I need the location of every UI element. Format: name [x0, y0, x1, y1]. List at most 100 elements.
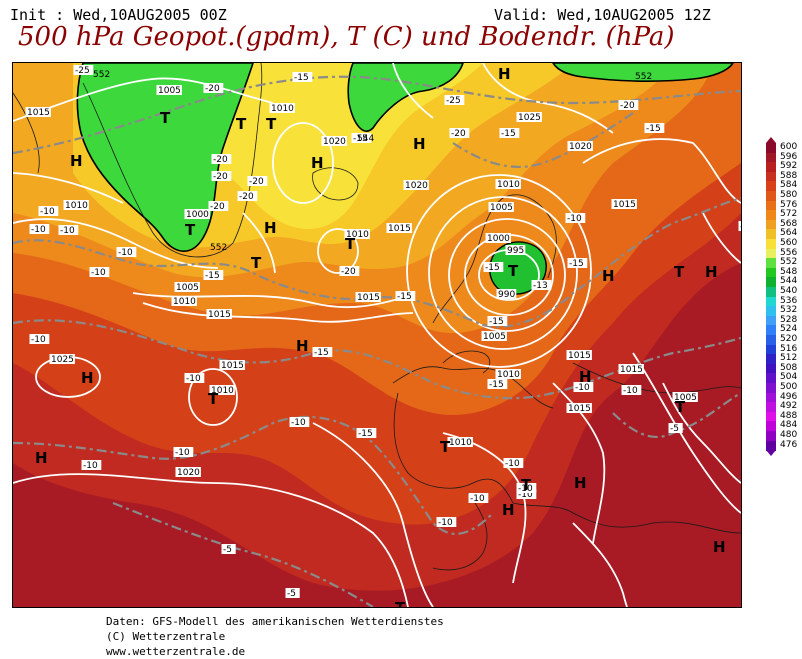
- isotherm-label: -20: [211, 171, 232, 182]
- high-pressure-marker: H: [579, 368, 592, 386]
- temperature-labels: -25 -20 -15 -25 -20 -15 -20 -15 -20 -20 -20 -20 -15 -…: [29, 65, 741, 599]
- legend-value: 484: [780, 420, 798, 431]
- isotherm-label: -15: [312, 347, 333, 358]
- svg-text:544: 544: [357, 134, 374, 144]
- isotherm-label: -15: [395, 291, 416, 302]
- legend-value: 560: [780, 238, 798, 248]
- legend-value: 520: [780, 334, 798, 344]
- svg-text:-10: -10: [118, 248, 133, 258]
- isobar-label: 1010: [209, 385, 235, 396]
- legend-swatch: [766, 354, 776, 365]
- svg-text:1005: 1005: [490, 203, 513, 213]
- isotherm-label: -10: [29, 334, 50, 345]
- geopotential-label: 552: [93, 70, 110, 80]
- legend-value: 508: [780, 362, 798, 373]
- legend-value: 584: [780, 180, 798, 191]
- legend-swatch: [766, 229, 776, 240]
- legend-value: 524: [780, 324, 798, 335]
- high-pressure-marker: H: [713, 538, 726, 556]
- legend-swatch: [766, 277, 776, 288]
- svg-text:552: 552: [635, 72, 652, 82]
- legend-value: 532: [780, 305, 798, 316]
- init-time: Init : Wed,10AUG2005 00Z: [10, 6, 227, 24]
- svg-text:1020: 1020: [405, 181, 428, 191]
- legend-swatch: [766, 143, 776, 154]
- low-pressure-marker: T: [160, 109, 171, 127]
- legend-value: 544: [780, 276, 798, 287]
- legend-top-arrow: [766, 137, 776, 143]
- isotherm-label: -10: [516, 489, 537, 500]
- isotherm-label: -5: [285, 588, 300, 599]
- legend-value: 572: [780, 209, 798, 220]
- legend-swatch: [766, 344, 776, 355]
- isotherm-label: -10: [573, 382, 594, 393]
- svg-text:-15: -15: [569, 259, 584, 269]
- legend-value: 596: [780, 151, 798, 162]
- legend-value: 536: [780, 295, 798, 306]
- field-552-northeast: [552, 63, 734, 82]
- isotherm-label: -20: [208, 201, 229, 212]
- isotherm-label: -15: [499, 128, 520, 139]
- high-pressure-marker: H: [35, 449, 48, 467]
- low-pressure-marker: T: [395, 599, 406, 607]
- legend-value: 600: [780, 142, 798, 152]
- isobar-label: 1015: [206, 309, 232, 320]
- svg-text:1015: 1015: [208, 310, 231, 320]
- svg-text:552: 552: [210, 243, 227, 253]
- isotherm-label: -15: [644, 123, 665, 134]
- isotherm-label: -10: [738, 221, 741, 232]
- isotherm-label: -10: [38, 206, 59, 217]
- svg-text:-10: -10: [740, 222, 741, 232]
- legend-bottom-arrow: [766, 450, 776, 457]
- svg-text:1015: 1015: [620, 365, 643, 375]
- pressure-labels: 1005 1010 1015 1020 1025 1020 1020 1010 1005 1000…: [25, 85, 698, 478]
- isotherm-label: -10: [503, 458, 524, 469]
- svg-text:1015: 1015: [613, 200, 636, 210]
- low-pressure-marker: T: [266, 115, 277, 133]
- svg-text:1005: 1005: [483, 332, 506, 342]
- website-link[interactable]: www.wetterzentrale.de: [106, 645, 246, 658]
- legend-value: 500: [780, 382, 798, 392]
- svg-text:-15: -15: [489, 317, 504, 327]
- svg-text:1000: 1000: [186, 210, 209, 220]
- legend-swatch: [766, 325, 776, 336]
- isotherm-label: -10: [621, 385, 642, 396]
- svg-text:1010: 1010: [497, 180, 520, 190]
- svg-text:-20: -20: [249, 177, 264, 187]
- svg-text:-13: -13: [533, 281, 548, 291]
- isotherm-label: -25: [444, 95, 465, 106]
- legend-swatch: [766, 258, 776, 269]
- low-pressure-marker: T: [440, 438, 451, 456]
- high-pressure-marker: H: [264, 219, 277, 237]
- svg-text:-10: -10: [31, 225, 46, 235]
- svg-text:1015: 1015: [27, 108, 50, 118]
- svg-text:-5: -5: [287, 589, 296, 599]
- legend-value: 588: [780, 170, 798, 181]
- map-canvas: 1005 1010 1015 1020 1025 1020 1020 1010 1005 1000…: [13, 63, 741, 607]
- legend-swatch: [766, 287, 776, 298]
- high-pressure-marker: H: [602, 267, 615, 285]
- low-pressure-marker: T: [675, 398, 686, 416]
- low-pressure-marker: T: [674, 263, 685, 281]
- isotherm-label: -20: [339, 266, 360, 277]
- isobar-label: 990: [496, 289, 517, 300]
- weather-map: 1005 1010 1015 1020 1025 1020 1020 1010 1005 1000…: [12, 62, 742, 608]
- svg-text:1005: 1005: [158, 86, 181, 96]
- isobar-label: 1010: [495, 369, 521, 380]
- isotherm-label: -13: [531, 280, 552, 291]
- isotherm-label: -10: [89, 267, 110, 278]
- isobar-label: 1015: [386, 223, 412, 234]
- isobar-label: 1005: [488, 202, 514, 213]
- svg-text:1025: 1025: [518, 113, 541, 123]
- isotherm-label: -10: [81, 460, 102, 471]
- svg-text:-10: -10: [40, 207, 55, 217]
- svg-text:1015: 1015: [357, 293, 380, 303]
- svg-text:1020: 1020: [323, 137, 346, 147]
- svg-text:-20: -20: [239, 192, 254, 202]
- legend-value: 512: [780, 353, 798, 364]
- legend-swatch: [766, 402, 776, 413]
- svg-text:-15: -15: [485, 263, 500, 273]
- isobar-label: 1020: [175, 467, 201, 478]
- isobar-label: 1020: [321, 136, 347, 147]
- svg-text:-15: -15: [358, 429, 373, 439]
